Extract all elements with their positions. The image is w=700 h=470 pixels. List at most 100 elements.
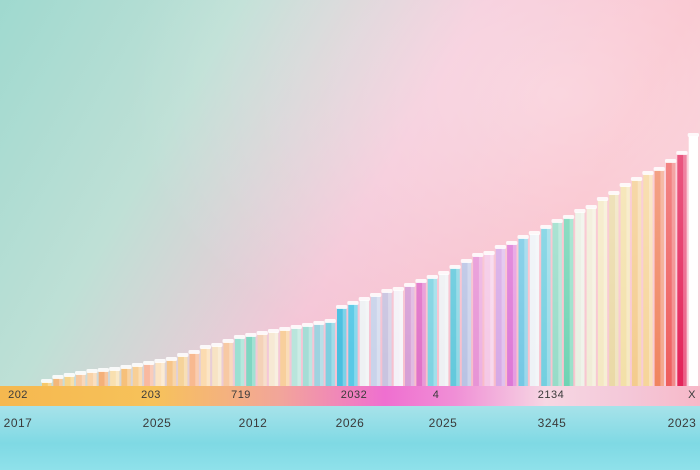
bar xyxy=(42,382,52,386)
bar xyxy=(688,136,698,386)
bar-highlight xyxy=(388,292,392,386)
bar xyxy=(144,364,154,386)
x-tick-label-6: 3245 xyxy=(537,416,567,430)
bar-highlight xyxy=(365,300,369,386)
bar-highlight xyxy=(626,186,630,386)
bar-cap xyxy=(574,209,586,213)
bar-highlight xyxy=(161,362,165,386)
bar-highlight xyxy=(581,212,585,386)
bar-cap xyxy=(415,279,427,283)
bar xyxy=(302,326,313,386)
bar-highlight xyxy=(569,218,574,386)
bar-cap xyxy=(199,345,212,349)
bar-cap xyxy=(222,339,234,343)
bar xyxy=(178,356,188,386)
bar xyxy=(666,162,676,386)
bar xyxy=(325,322,335,386)
bar-highlight xyxy=(308,326,313,386)
bar-highlight xyxy=(456,268,460,386)
bar-highlight xyxy=(229,342,233,386)
bar xyxy=(314,324,324,386)
bar-highlight xyxy=(252,336,256,386)
bar-cap xyxy=(233,335,246,339)
bar xyxy=(98,371,108,386)
bar-highlight xyxy=(217,346,222,386)
bar-highlight xyxy=(172,360,177,386)
bar xyxy=(507,244,517,386)
bar-cap xyxy=(154,359,166,363)
bar-cap xyxy=(290,325,302,329)
bar-cap xyxy=(392,287,404,291)
bar xyxy=(427,278,437,386)
bar-highlight xyxy=(138,366,142,386)
bar-highlight xyxy=(433,278,437,386)
bar xyxy=(246,336,256,386)
bar xyxy=(382,292,392,386)
bar-highlight xyxy=(512,244,517,386)
bar-highlight xyxy=(660,170,664,386)
bar xyxy=(631,180,642,386)
bar-highlight xyxy=(683,154,687,386)
bar xyxy=(234,338,245,386)
bar-cap xyxy=(370,293,382,297)
bar-highlight xyxy=(149,364,154,386)
bar-cap xyxy=(494,245,507,249)
bar xyxy=(212,346,222,386)
bar xyxy=(473,256,483,386)
bar xyxy=(563,218,574,386)
bar xyxy=(552,222,562,386)
bar-cap xyxy=(608,191,620,195)
bar xyxy=(597,200,608,386)
bar-highlight xyxy=(649,174,653,386)
bar xyxy=(110,370,120,386)
bar xyxy=(495,248,506,386)
bar-highlight xyxy=(274,332,279,386)
bar-cap xyxy=(120,365,132,369)
bar-highlight xyxy=(342,308,347,386)
bar xyxy=(586,208,596,386)
bar-cap xyxy=(665,159,677,163)
band-label-7: X xyxy=(688,389,696,401)
bar xyxy=(450,268,460,386)
bar-cap xyxy=(506,241,518,245)
bar-cap xyxy=(358,297,370,301)
bar-highlight xyxy=(399,290,403,386)
bar-highlight xyxy=(490,254,494,386)
bar-highlight xyxy=(183,356,188,386)
bar xyxy=(76,374,86,386)
bar-cap xyxy=(211,343,223,347)
bar-cap xyxy=(619,183,631,187)
bar-cap xyxy=(324,319,336,323)
bar-highlight xyxy=(115,370,120,386)
x-tick-label-5: 2025 xyxy=(428,416,458,430)
bar xyxy=(518,238,528,386)
bar-cap xyxy=(460,259,473,263)
bar xyxy=(337,308,347,386)
bar-highlight xyxy=(93,372,97,386)
bar xyxy=(268,332,279,386)
bar xyxy=(132,366,143,386)
bar-cap xyxy=(404,283,416,287)
bar-cap xyxy=(426,275,438,279)
bar-cap xyxy=(301,323,314,327)
bar xyxy=(257,334,267,386)
bar-cap xyxy=(279,327,291,331)
bar-cap xyxy=(438,271,450,275)
bar-cap xyxy=(336,305,348,309)
bar xyxy=(166,360,177,386)
bar-cap xyxy=(381,289,393,293)
bar xyxy=(223,342,233,386)
bar-highlight xyxy=(376,296,381,386)
bar-cap xyxy=(562,215,575,219)
bar-highlight xyxy=(127,368,131,386)
band-label-4: 2032 xyxy=(340,389,368,401)
bar-highlight xyxy=(59,378,63,386)
bar-highlight xyxy=(410,286,415,386)
bar xyxy=(87,372,97,386)
bar-series xyxy=(41,133,699,386)
bar-cap xyxy=(97,368,109,372)
bar-cap xyxy=(630,177,643,181)
bar xyxy=(405,286,415,386)
